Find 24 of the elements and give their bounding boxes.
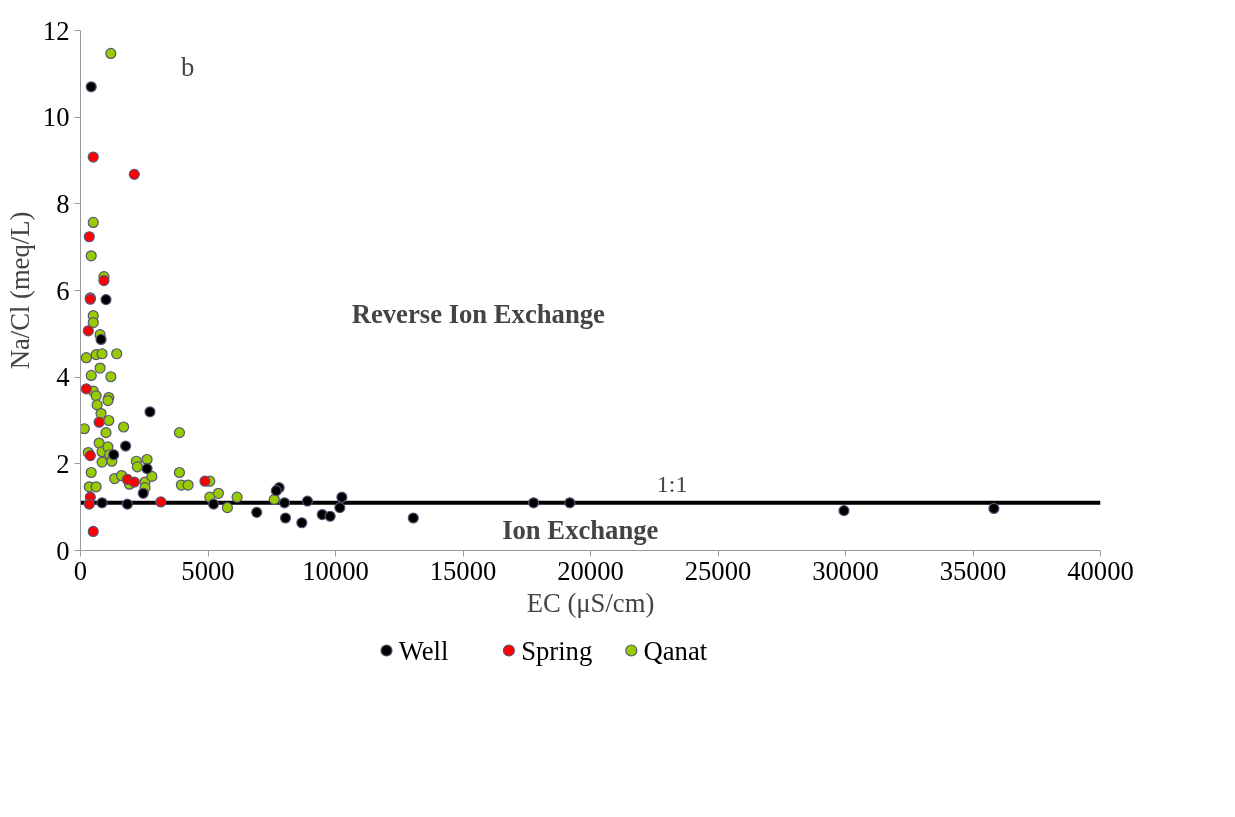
- y-tick-label: 12: [42, 15, 70, 46]
- legend-label: Well: [398, 635, 449, 666]
- x-tick-label: 20000: [557, 555, 624, 586]
- x-tick-label: 25000: [684, 555, 752, 586]
- y-axis-title: Na/Cl (meq/L): [4, 211, 35, 370]
- x-tick-label: 35000: [939, 555, 1007, 586]
- x-tick-label: 5000: [181, 555, 235, 586]
- legend-label: Spring: [521, 635, 593, 666]
- x-tick-label: 30000: [812, 555, 879, 586]
- y-tick-label: 4: [56, 362, 70, 393]
- annotation: Ion Exchange: [502, 514, 659, 545]
- y-tick-label: 10: [42, 102, 70, 133]
- annotation: b: [180, 51, 195, 82]
- x-axis-title: EC (μS/cm): [526, 587, 655, 618]
- annotation: Reverse Ion Exchange: [351, 298, 606, 329]
- y-tick-label: 8: [56, 188, 70, 219]
- y-tick-label: 2: [56, 448, 70, 479]
- y-tick-label: 6: [56, 275, 70, 306]
- ref-line-label: 1:1: [656, 470, 688, 497]
- y-tick-label: 0: [56, 535, 70, 566]
- x-tick-label: 10000: [302, 555, 369, 586]
- legend-label: Qanat: [643, 635, 708, 666]
- x-tick-label: 15000: [429, 555, 497, 586]
- x-tick-label: 40000: [1067, 555, 1134, 586]
